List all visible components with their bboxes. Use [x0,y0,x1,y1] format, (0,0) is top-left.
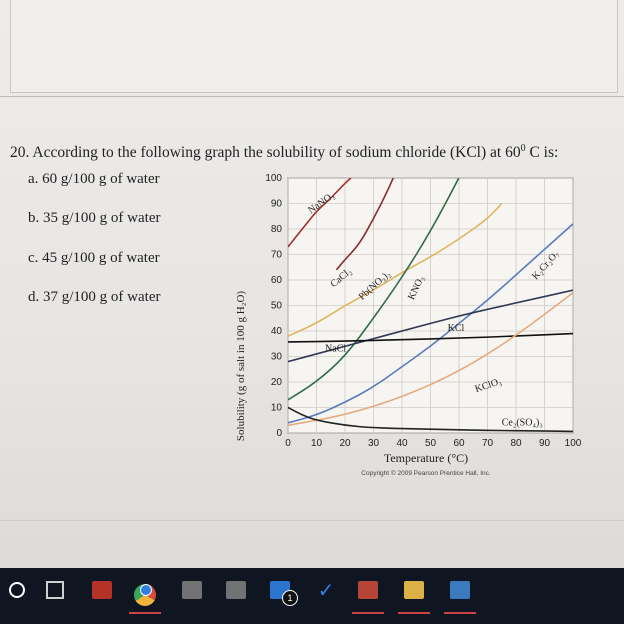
series-line [288,178,460,401]
series-label: Ce₂(SO₄)₃ [502,417,543,428]
app-icon-2[interactable] [224,578,248,602]
y-axis-label: Solubility (g of salt in 100 g H₂O) [235,291,247,442]
x-tick-label: 80 [510,438,522,449]
calculator-icon[interactable] [356,578,380,602]
mail-badge: 1 [282,590,298,606]
series-label: KCl [448,323,465,334]
chrome-icon[interactable] [133,578,157,606]
photos-icon[interactable] [448,578,472,602]
series-line [288,289,573,363]
question-text: According to the following graph the sol… [32,144,521,162]
question-tail: C is: [525,144,559,162]
app-red-icon[interactable] [90,578,114,602]
x-tick-label: 50 [425,438,437,449]
x-tick-label: 0 [285,438,291,449]
y-tick-label: 10 [271,403,283,414]
y-tick-label: 60 [271,275,283,286]
y-tick-label: 50 [271,301,283,312]
file-explorer-icon[interactable] [402,578,426,602]
series-line [335,178,395,271]
x-axis-label: Temperature (°C) [384,451,468,465]
question-number: 20. [10,144,30,162]
mail-icon[interactable]: 1 [268,578,298,606]
series-line [288,178,352,248]
series-line [288,332,573,343]
divider [0,520,624,521]
y-tick-label: 0 [276,428,282,439]
start-button-icon[interactable] [5,578,29,602]
x-tick-label: 70 [482,438,494,449]
chart-series [288,178,573,433]
chart-ticks: 0 10 20 30 40 50 60 70 80 90 100 0 10 20 30 40 50 60 70 80 9… [265,173,581,449]
y-tick-label: 20 [271,377,283,388]
y-tick-label: 40 [271,326,283,337]
option-b[interactable]: b. 35 g/100 g of water [28,210,161,226]
active-indicator [129,612,161,614]
series-line [288,406,573,433]
active-indicator [444,612,476,614]
copyright-credit: Copyright © 2009 Pearson Prentice Hall, … [361,469,491,477]
task-view-icon[interactable] [43,578,67,602]
solubility-chart: 0 10 20 30 40 50 60 70 80 90 100 0 10 20 30 40 50 60 70 80 9… [235,173,582,477]
chart-grid [287,177,574,434]
y-tick-label: 100 [265,173,282,184]
option-c[interactable]: c. 45 g/100 g of water [28,250,160,266]
degree-superscript: 0 [520,143,526,154]
option-a[interactable]: a. 60 g/100 g of water [28,171,160,187]
previous-question-box [10,0,618,93]
x-tick-label: 60 [453,438,465,449]
x-tick-label: 90 [539,438,551,449]
active-indicator [352,612,384,614]
x-tick-label: 30 [368,438,380,449]
active-indicator [398,612,430,614]
app-icon-1[interactable] [180,578,204,602]
series-line [288,223,573,424]
option-d[interactable]: d. 37 g/100 g of water [28,289,161,305]
checkmark-icon[interactable]: ✓ [317,578,335,602]
series-line [288,202,503,337]
y-tick-label: 90 [271,199,283,210]
x-tick-label: 100 [565,438,582,449]
x-tick-label: 40 [396,438,408,449]
y-tick-label: 80 [271,224,283,235]
question-20: 20. According to the following graph the… [10,143,558,162]
x-tick-label: 10 [311,438,323,449]
series-label: NaCl [325,343,346,354]
y-tick-label: 30 [271,352,283,363]
divider [0,96,624,97]
y-tick-label: 70 [271,250,283,261]
x-tick-label: 20 [339,438,351,449]
